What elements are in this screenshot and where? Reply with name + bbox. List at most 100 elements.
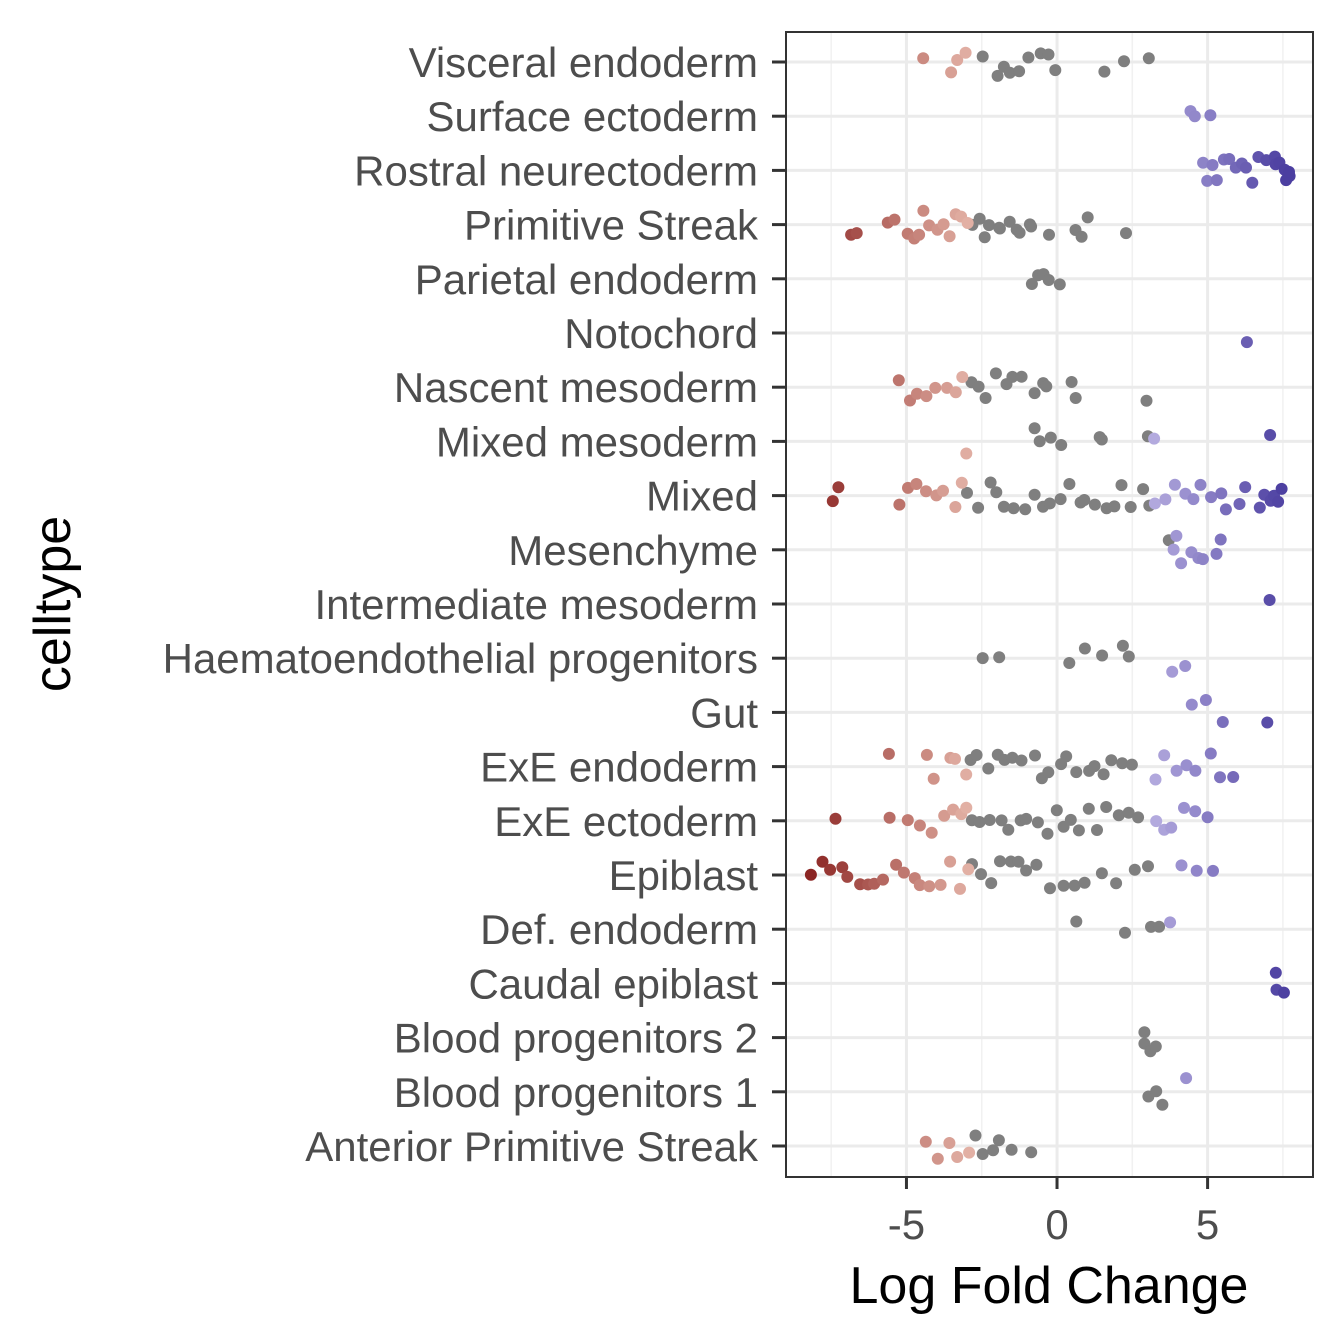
- data-point: [829, 812, 842, 825]
- data-point: [1043, 497, 1056, 510]
- data-point: [995, 814, 1008, 827]
- data-point: [1210, 547, 1223, 560]
- data-point: [1190, 864, 1203, 877]
- data-point: [1078, 494, 1091, 506]
- data-point: [1138, 1026, 1151, 1039]
- data-point: [978, 231, 991, 244]
- data-point: [1060, 750, 1073, 763]
- data-point: [1175, 557, 1188, 570]
- data-point: [1214, 533, 1227, 546]
- data-point: [1006, 751, 1019, 764]
- y-tick-label: Rostral neurectoderm: [354, 147, 758, 194]
- data-point: [893, 498, 906, 511]
- data-point: [1088, 498, 1101, 511]
- data-point: [1170, 529, 1183, 542]
- data-point: [1137, 483, 1150, 496]
- data-point: [956, 371, 969, 383]
- data-point: [1100, 801, 1113, 813]
- data-point: [1013, 226, 1026, 239]
- data-point: [816, 855, 829, 868]
- data-point: [1165, 821, 1178, 834]
- data-point: [1158, 749, 1171, 762]
- data-point: [1122, 650, 1135, 663]
- y-tick-label: Gut: [690, 689, 758, 736]
- data-point: [963, 1146, 976, 1159]
- data-point: [1216, 716, 1229, 728]
- data-point: [1029, 749, 1041, 762]
- data-point: [997, 500, 1010, 513]
- data-point: [976, 1148, 989, 1160]
- y-tick-label: Surface ectoderm: [427, 93, 759, 140]
- data-point: [892, 374, 905, 387]
- data-point: [1025, 1146, 1038, 1159]
- data-point: [1030, 858, 1043, 871]
- x-tick-label: -5: [888, 1201, 925, 1248]
- data-point: [1033, 435, 1046, 448]
- data-point: [882, 747, 895, 760]
- data-point: [1005, 1143, 1018, 1156]
- data-point: [1069, 392, 1082, 404]
- data-point: [960, 768, 973, 781]
- data-point: [1108, 500, 1121, 513]
- data-point: [982, 762, 995, 775]
- data-point: [983, 219, 995, 232]
- data-point: [923, 880, 936, 893]
- y-axis-title: celltype: [24, 516, 82, 692]
- data-point: [1040, 380, 1053, 393]
- data-point: [1097, 768, 1110, 781]
- data-point: [1122, 806, 1135, 819]
- data-point: [1239, 481, 1252, 494]
- data-point: [949, 386, 962, 399]
- data-point: [983, 814, 996, 826]
- data-point: [1175, 859, 1188, 872]
- data-point: [913, 228, 926, 241]
- data-point: [1189, 764, 1202, 777]
- y-tick-label: Haematoendothelial progenitors: [163, 635, 758, 682]
- data-point: [1168, 478, 1181, 491]
- data-point: [943, 230, 956, 243]
- data-point: [972, 380, 985, 393]
- data-point: [1201, 811, 1214, 824]
- data-point: [1153, 920, 1166, 933]
- data-point: [1110, 877, 1123, 890]
- data-point: [1214, 771, 1226, 784]
- data-point: [841, 870, 854, 883]
- data-point: [1091, 824, 1103, 836]
- data-point: [1119, 926, 1131, 939]
- data-point: [1044, 882, 1056, 895]
- data-point: [913, 879, 926, 892]
- data-point: [897, 866, 910, 879]
- data-point: [944, 855, 957, 868]
- data-point: [961, 217, 974, 229]
- data-point: [991, 69, 1004, 82]
- data-point: [1019, 503, 1032, 516]
- data-point: [901, 814, 914, 827]
- data-point: [1180, 759, 1193, 772]
- data-point: [929, 381, 942, 394]
- data-point: [975, 868, 987, 881]
- data-point: [920, 390, 933, 403]
- data-point: [1275, 482, 1288, 495]
- data-point: [910, 478, 923, 490]
- y-tick-label: Visceral endoderm: [409, 39, 758, 86]
- data-point: [1207, 864, 1219, 877]
- data-points: [804, 46, 1296, 1165]
- data-point: [913, 819, 926, 832]
- y-tick-label: Primitive Streak: [464, 202, 759, 249]
- data-point: [1197, 156, 1210, 169]
- y-tick-label: Epiblast: [609, 852, 759, 899]
- data-point: [1210, 174, 1223, 187]
- data-point: [919, 1135, 932, 1148]
- data-point: [1057, 879, 1070, 892]
- data-point: [1070, 766, 1083, 779]
- y-tick-label: Anterior Primitive Streak: [305, 1123, 759, 1170]
- data-point: [1227, 771, 1240, 783]
- data-point: [925, 826, 938, 839]
- data-point: [1025, 278, 1038, 290]
- data-point: [850, 227, 863, 240]
- data-point: [826, 495, 839, 508]
- data-point: [1049, 64, 1062, 77]
- data-point: [1063, 478, 1076, 490]
- data-point: [985, 877, 998, 890]
- data-point: [1132, 811, 1145, 824]
